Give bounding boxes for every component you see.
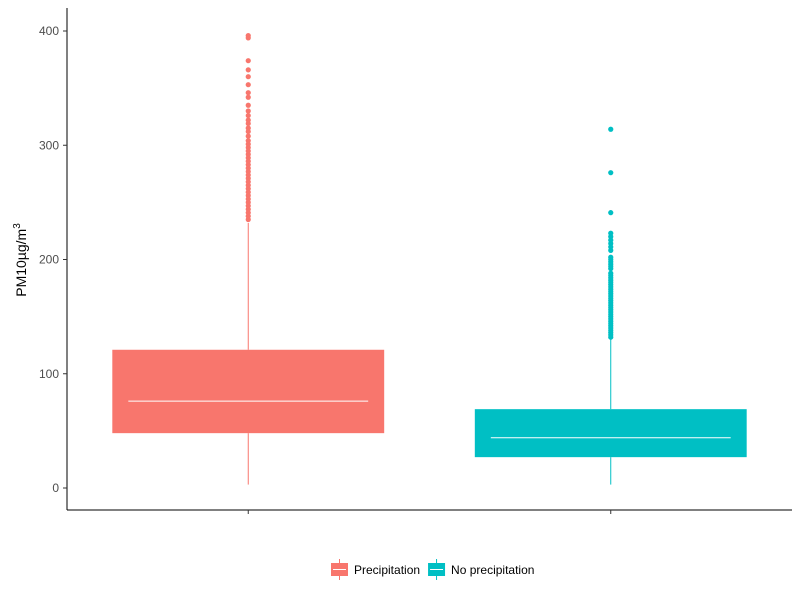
outlier-point — [608, 230, 614, 236]
outlier-point — [245, 32, 251, 39]
y-tick-label: 300 — [39, 138, 59, 152]
plot-marks — [112, 32, 747, 485]
box-iqr — [474, 409, 747, 458]
y-tick-label: 100 — [39, 367, 59, 381]
legend: Precipitation No precipitation — [331, 559, 534, 580]
legend-label: No precipitation — [451, 563, 534, 577]
y-tick-label: 0 — [52, 481, 59, 495]
outlier-point — [608, 210, 614, 216]
y-tick-label: 200 — [39, 253, 59, 267]
outlier-point — [245, 133, 251, 139]
outlier-point — [608, 126, 614, 132]
y-tick-label: 400 — [39, 24, 59, 38]
outlier-point — [245, 117, 251, 123]
x-axis-ticks — [247, 510, 612, 514]
outlier-point — [245, 108, 251, 114]
outlier-point — [245, 67, 251, 73]
y-axis-title-superscript: 3 — [12, 223, 23, 229]
outlier-point — [245, 94, 251, 100]
outlier-point — [608, 254, 614, 260]
box-iqr — [112, 349, 385, 434]
outlier-point — [245, 82, 251, 88]
box-group — [112, 32, 385, 485]
y-axis-ticks: 0 100 200 300 400 — [39, 24, 67, 495]
legend-label: Precipitation — [354, 563, 420, 577]
y-axis-title-main: PM10µg/m — [13, 229, 29, 297]
outlier-point — [245, 112, 251, 119]
outlier-point — [245, 138, 251, 144]
outlier-point — [608, 270, 614, 276]
outlier-point — [245, 90, 251, 96]
outlier-point — [245, 102, 251, 108]
outlier-point — [245, 74, 251, 80]
legend-item: No precipitation — [428, 559, 534, 580]
outlier-point — [608, 170, 614, 176]
y-axis-title: PM10µg/m3 — [12, 223, 29, 297]
box-group — [474, 126, 747, 485]
outlier-point — [245, 125, 251, 131]
legend-item: Precipitation — [331, 559, 420, 580]
outlier-point — [245, 58, 251, 64]
